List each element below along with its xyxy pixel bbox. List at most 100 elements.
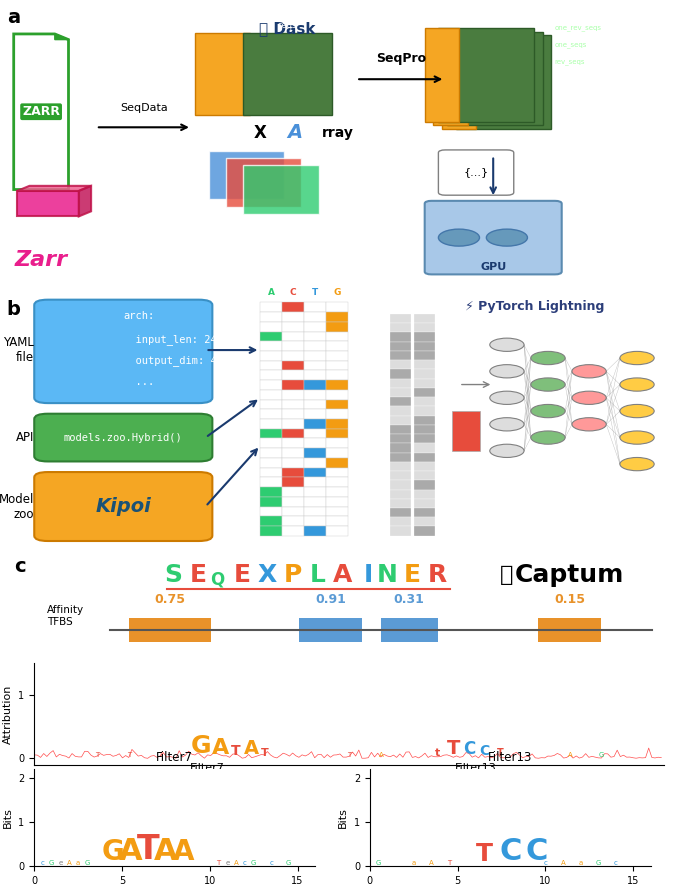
- Text: A: A: [379, 752, 383, 758]
- Bar: [299, 618, 362, 643]
- FancyBboxPatch shape: [456, 35, 551, 129]
- Bar: [282, 332, 304, 341]
- Text: 🔴: 🔴: [500, 565, 514, 585]
- Bar: [260, 322, 282, 332]
- Circle shape: [486, 229, 527, 246]
- Text: N: N: [377, 563, 397, 587]
- Bar: [304, 448, 326, 458]
- Bar: [282, 351, 304, 361]
- Text: C: C: [290, 288, 297, 297]
- Bar: [326, 497, 348, 507]
- Bar: [260, 497, 282, 507]
- Bar: [304, 322, 326, 332]
- Text: SeqPro: SeqPro: [375, 52, 426, 65]
- Bar: [282, 458, 304, 468]
- Text: G: G: [191, 735, 212, 758]
- Bar: [326, 390, 348, 400]
- Text: E: E: [190, 563, 207, 587]
- Polygon shape: [55, 34, 68, 40]
- Bar: [390, 444, 411, 453]
- Bar: [390, 425, 411, 434]
- Bar: [304, 429, 326, 438]
- Text: G: G: [599, 752, 604, 758]
- Text: ZARR: ZARR: [22, 105, 60, 118]
- Bar: [304, 477, 326, 487]
- Bar: [414, 332, 435, 342]
- Polygon shape: [79, 186, 91, 217]
- Bar: [304, 468, 326, 477]
- Bar: [260, 312, 282, 322]
- Text: G: G: [251, 860, 256, 866]
- Text: C: C: [525, 837, 548, 866]
- Text: T: T: [127, 752, 131, 758]
- Text: T: T: [95, 752, 99, 758]
- FancyBboxPatch shape: [195, 33, 250, 115]
- Bar: [282, 516, 304, 526]
- Bar: [414, 415, 435, 425]
- FancyBboxPatch shape: [447, 32, 543, 126]
- Text: T: T: [216, 860, 221, 866]
- Text: A: A: [287, 124, 302, 142]
- Bar: [282, 419, 304, 429]
- Text: R: R: [428, 563, 447, 587]
- Bar: [260, 341, 282, 351]
- Text: A: A: [568, 752, 572, 758]
- Bar: [390, 517, 411, 527]
- Bar: [260, 526, 282, 536]
- Bar: [282, 361, 304, 370]
- Bar: [390, 378, 411, 388]
- Bar: [282, 302, 304, 312]
- Bar: [390, 471, 411, 480]
- Bar: [390, 499, 411, 508]
- Text: G: G: [102, 838, 125, 866]
- Title: Filter13: Filter13: [488, 751, 532, 764]
- Bar: [381, 618, 438, 643]
- Text: A: A: [173, 838, 195, 866]
- Circle shape: [572, 364, 606, 377]
- Bar: [326, 507, 348, 516]
- Bar: [390, 415, 411, 425]
- Bar: [390, 490, 411, 499]
- Bar: [304, 526, 326, 536]
- Text: GPU: GPU: [480, 262, 506, 271]
- Bar: [414, 324, 435, 332]
- Bar: [304, 419, 326, 429]
- Circle shape: [531, 351, 565, 364]
- Bar: [414, 351, 435, 360]
- Text: e: e: [225, 860, 229, 866]
- Bar: [326, 477, 348, 487]
- Bar: [414, 461, 435, 471]
- Text: a: a: [578, 860, 583, 866]
- Bar: [326, 468, 348, 477]
- Bar: [282, 341, 304, 351]
- Bar: [414, 508, 435, 517]
- Text: C: C: [499, 837, 521, 866]
- Text: 0.15: 0.15: [554, 592, 586, 606]
- Bar: [260, 438, 282, 448]
- Text: G: G: [595, 860, 601, 866]
- Bar: [282, 400, 304, 409]
- Bar: [260, 390, 282, 400]
- Text: t: t: [435, 749, 440, 758]
- Text: Filter13: Filter13: [455, 764, 496, 774]
- Bar: [326, 409, 348, 419]
- Bar: [414, 499, 435, 508]
- Text: one_seqs: one_seqs: [555, 42, 587, 49]
- Text: G: G: [286, 860, 291, 866]
- Bar: [326, 332, 348, 341]
- Bar: [304, 380, 326, 390]
- Bar: [304, 312, 326, 322]
- FancyBboxPatch shape: [34, 414, 212, 461]
- Text: Q: Q: [210, 570, 224, 588]
- Bar: [282, 409, 304, 419]
- Bar: [326, 341, 348, 351]
- Bar: [390, 332, 411, 342]
- Bar: [390, 480, 411, 490]
- Bar: [282, 390, 304, 400]
- FancyBboxPatch shape: [226, 158, 301, 207]
- Bar: [282, 526, 304, 536]
- Bar: [282, 477, 304, 487]
- Bar: [326, 516, 348, 526]
- Bar: [326, 458, 348, 468]
- Circle shape: [572, 391, 606, 405]
